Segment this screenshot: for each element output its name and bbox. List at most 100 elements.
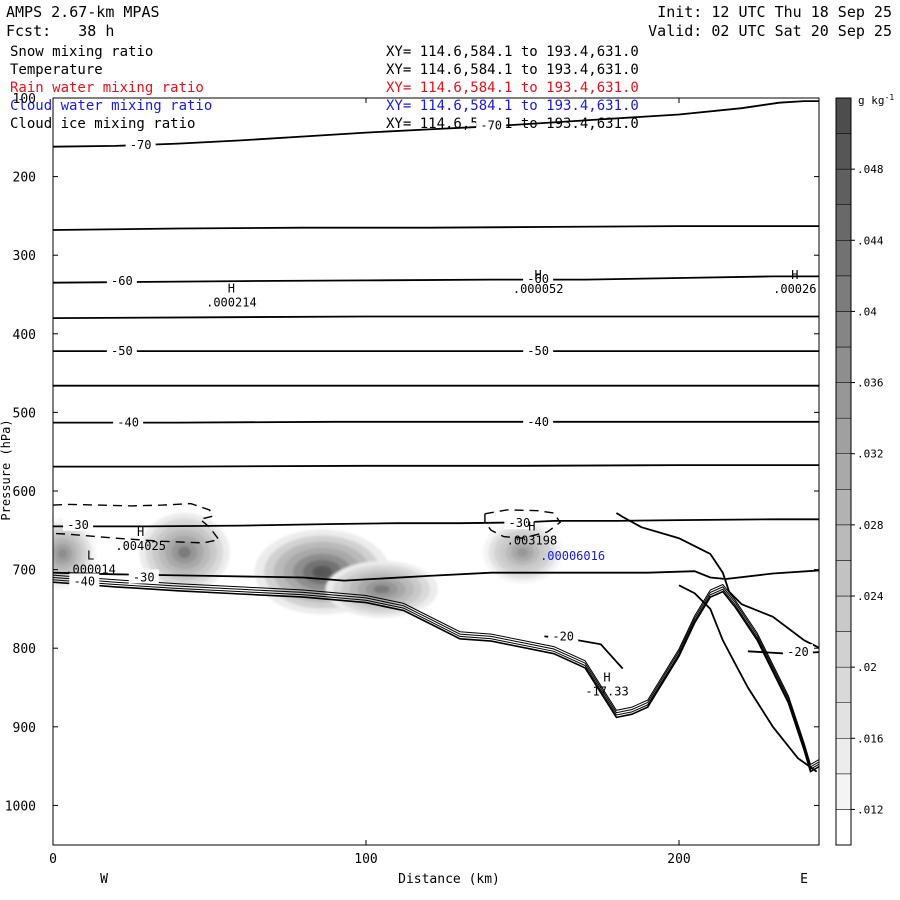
contour-label: -40	[73, 574, 95, 588]
cloud-water-contours	[53, 502, 562, 544]
colorbar-swatch	[835, 275, 852, 312]
colorbar-swatch	[835, 453, 852, 490]
x-axis-label: Distance (km)	[398, 872, 500, 887]
snow-shading-blob	[516, 547, 529, 557]
extremum-value: -17.33	[585, 684, 628, 698]
colorbar-swatch	[835, 346, 852, 383]
contour-label-bg	[69, 573, 100, 588]
contour-label: -60	[111, 274, 133, 288]
y-tick-label: 1000	[5, 799, 36, 814]
extremum-marker: H	[791, 268, 798, 282]
contour-labels: -70 -70 -60 -60 -50 -50 -40 -40 -30 -30 -30 -40 -20 -…	[63, 117, 816, 698]
x-tick-label: 100	[354, 852, 377, 867]
temperature-contour	[53, 100, 819, 148]
colorbar-swatch	[835, 702, 852, 739]
y-tick-label: 600	[13, 485, 36, 500]
contour-label-bg	[128, 569, 159, 584]
contour-label: -60	[527, 272, 549, 286]
snow-shading	[53, 512, 562, 618]
colorbar: .012 .016 .02 .024 .028 .032 .036 .04 .044 .048 g …	[835, 93, 894, 846]
y-tick-label: 200	[13, 171, 36, 186]
colorbar-swatch	[835, 631, 852, 668]
colorbar-tick-label: .024	[857, 590, 884, 603]
contour-label: -50	[111, 344, 133, 358]
extremum-value: .000014	[65, 563, 116, 577]
init-time: Init: 12 UTC Thu 18 Sep 25	[657, 3, 892, 21]
colorbar-swatch	[835, 560, 852, 597]
temperature-contour	[53, 420, 819, 424]
y-tick-label: 300	[13, 249, 36, 264]
contour-label: -30	[67, 518, 89, 532]
variable-name: Snow mixing ratio	[10, 44, 154, 60]
colorbar-unit: g kg-1	[858, 93, 894, 107]
colorbar-swatch	[835, 489, 852, 526]
axes: 100 200 300 400 500 600 700 800 900 1000 0 100 200 Di…	[0, 92, 819, 887]
extremum-value: .000214	[206, 295, 257, 309]
variable-name: Rain water mixing ratio	[10, 80, 204, 96]
colorbar-swatch	[835, 168, 852, 205]
extremum-marker: L	[87, 549, 94, 563]
colorbar-tick-label: .016	[857, 732, 884, 745]
y-tick-label: 400	[13, 328, 36, 343]
colorbar-swatch	[835, 417, 852, 454]
snow-shading-blob	[178, 546, 191, 559]
variable-section-coords: XY= 114.6,584.1 to 193.4,631.0	[386, 80, 639, 96]
y-tick-label: 900	[13, 721, 36, 736]
temperature-contour	[53, 225, 819, 231]
temperature-contour	[53, 315, 819, 319]
contour-label-bg	[125, 137, 156, 152]
contour-label-bg	[782, 644, 813, 659]
contour-label-bg	[113, 414, 144, 429]
colorbar-tick-label: .04	[857, 305, 877, 318]
contour-label-bg	[548, 628, 579, 643]
contour-label-bg	[523, 343, 554, 358]
east-label: E	[800, 872, 808, 887]
temperature-contour	[678, 584, 818, 773]
variable-name: Cloud ice mixing ratio	[10, 116, 196, 132]
valid-time: Valid: 02 UTC Sat 20 Sep 25	[648, 22, 892, 40]
colorbar-tick-label: .044	[857, 234, 884, 247]
terrain-line	[53, 581, 819, 773]
snow-shading-blob	[312, 565, 332, 579]
forecast-hour: Fcst: 38 h	[6, 22, 115, 40]
colorbar-tick-label: .036	[857, 377, 884, 390]
contour-label-bg	[106, 273, 137, 288]
colorbar-tick-label: .012	[857, 803, 884, 816]
plot-frame	[52, 97, 820, 846]
variable-name: Cloud water mixing ratio	[10, 98, 213, 114]
colorbar-swatch	[835, 809, 852, 846]
contour-label-bg	[504, 515, 535, 530]
y-tick-label: 500	[13, 406, 36, 421]
contour-label: -20	[787, 645, 809, 659]
contour-label: -40	[527, 415, 549, 429]
west-label: W	[100, 872, 108, 887]
cloud-water-value: .00006016	[540, 549, 605, 563]
contour-label: -30	[509, 516, 531, 530]
contour-label: -40	[117, 416, 139, 430]
temperature-contour	[53, 569, 819, 582]
snow-shading-blob	[57, 548, 68, 559]
x-tick-label: 200	[667, 852, 690, 867]
contour-label-bg	[523, 270, 554, 285]
cloud-water-contour	[484, 509, 562, 539]
contour-label: -70	[480, 119, 502, 133]
colorbar-swatch	[835, 524, 852, 561]
extremum-marker: H	[528, 520, 535, 534]
snow-shading-blob	[373, 585, 390, 594]
y-tick-label: 700	[13, 564, 36, 579]
temperature-contour	[53, 464, 819, 468]
extremum-value: .004025	[115, 539, 166, 553]
contour-label: -50	[527, 344, 549, 358]
terrain-line	[53, 574, 819, 766]
colorbar-swatch	[835, 738, 852, 775]
contour-label-bg	[476, 117, 507, 132]
y-tick-label: 800	[13, 642, 36, 657]
extremum-marker: H	[137, 525, 144, 539]
colorbar-tick-label: .028	[857, 519, 884, 532]
colorbar-swatch	[835, 204, 852, 241]
terrain-line	[53, 579, 819, 770]
temperature-contour	[53, 518, 819, 528]
temperature-contour	[53, 275, 819, 284]
variable-section-coords: XY= 114.6,584.1 to 193.4,631.0	[386, 98, 639, 114]
